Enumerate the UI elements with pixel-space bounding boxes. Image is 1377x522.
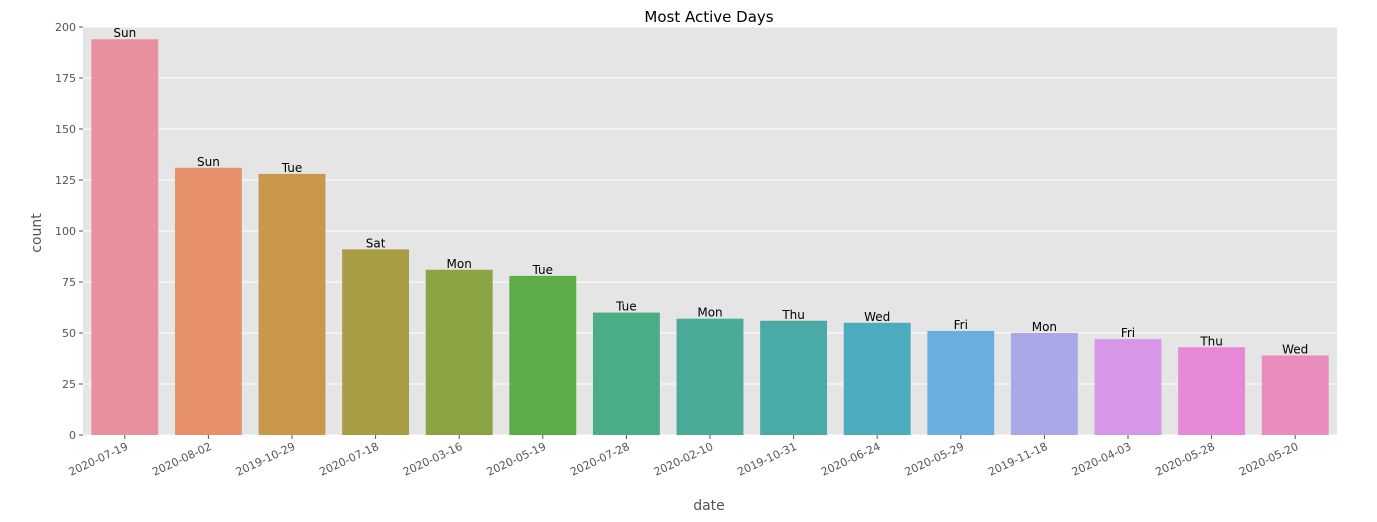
bar-label-2020-05-29: Fri bbox=[954, 318, 968, 332]
y-tick-label-4: 100 bbox=[55, 225, 76, 238]
x-tick-label-2020-02-10: 2020-02-10 bbox=[652, 440, 715, 479]
bar-2020-08-02 bbox=[174, 167, 242, 435]
y-tick-label-1: 25 bbox=[62, 378, 76, 391]
y-tick-label-5: 125 bbox=[55, 174, 76, 187]
bar-label-2020-04-03: Fri bbox=[1121, 326, 1135, 340]
x-tick-label-2020-05-28: 2020-05-28 bbox=[1153, 440, 1216, 479]
bar-2020-07-28 bbox=[592, 312, 660, 435]
bar-2020-06-24 bbox=[843, 322, 911, 435]
bar-labels: Sun Sun Tue Sat Mon Tue Tue Mon Thu Wed Fri Mon Fri T… bbox=[113, 26, 1308, 356]
y-tick-label-2: 50 bbox=[62, 327, 76, 340]
bar-label-2020-06-24: Wed bbox=[864, 310, 890, 324]
bar-2020-05-19 bbox=[509, 275, 577, 435]
x-tick-label-2020-08-02: 2020-08-02 bbox=[150, 440, 213, 479]
bar-label-2020-07-28: Tue bbox=[615, 300, 637, 314]
bar-2020-03-16 bbox=[425, 269, 493, 435]
x-tick-label-2020-03-16: 2020-03-16 bbox=[401, 440, 464, 479]
bar-2020-05-28 bbox=[1178, 347, 1246, 435]
bar-2019-10-29 bbox=[258, 173, 326, 435]
bar-2019-11-18 bbox=[1010, 333, 1078, 435]
bar-label-2020-05-20: Wed bbox=[1282, 342, 1308, 356]
bar-2020-05-20 bbox=[1261, 355, 1329, 435]
bar-2020-07-19 bbox=[91, 39, 159, 436]
bar-label-2019-10-29: Tue bbox=[281, 161, 303, 175]
x-tick-label-2020-04-03: 2020-04-03 bbox=[1070, 440, 1133, 479]
chart-title: Most Active Days bbox=[644, 8, 773, 26]
y-axis-ticks: 0 25 50 75 100 125 150 175 200 bbox=[55, 21, 83, 442]
bar-label-2020-08-02: Sun bbox=[197, 155, 220, 169]
bar-2019-10-31 bbox=[760, 320, 828, 435]
x-tick-label-2020-07-19: 2020-07-19 bbox=[67, 440, 130, 479]
bar-label-2020-07-18: Sat bbox=[366, 236, 386, 250]
bar-label-2019-10-31: Thu bbox=[781, 308, 805, 322]
y-tick-label-0: 0 bbox=[69, 429, 76, 442]
x-axis-label: date bbox=[693, 498, 725, 514]
y-tick-label-6: 150 bbox=[55, 123, 76, 136]
bar-label-2020-05-28: Thu bbox=[1199, 334, 1223, 348]
bar-label-2020-02-10: Mon bbox=[697, 306, 722, 320]
bar-2020-07-18 bbox=[342, 249, 410, 435]
bar-label-2020-03-16: Mon bbox=[447, 257, 472, 271]
y-tick-label-3: 75 bbox=[62, 276, 76, 289]
bar-2020-04-03 bbox=[1094, 339, 1162, 435]
x-tick-label-2020-07-28: 2020-07-28 bbox=[568, 440, 631, 479]
bar-label-2020-07-19: Sun bbox=[113, 26, 136, 40]
x-tick-label-2020-07-18: 2020-07-18 bbox=[317, 440, 380, 479]
x-tick-label-2019-10-29: 2019-10-29 bbox=[234, 440, 297, 479]
x-tick-label-2019-11-18: 2019-11-18 bbox=[986, 440, 1049, 479]
x-tick-label-2020-06-24: 2020-06-24 bbox=[819, 440, 882, 479]
bar-2020-05-29 bbox=[927, 330, 995, 435]
bar-label-2019-11-18: Mon bbox=[1032, 320, 1057, 334]
bar-label-2020-05-19: Tue bbox=[532, 263, 554, 277]
x-tick-label-2020-05-29: 2020-05-29 bbox=[903, 440, 966, 479]
y-tick-label-8: 200 bbox=[55, 21, 76, 34]
y-axis-label: count bbox=[29, 213, 45, 253]
y-tick-label-7: 175 bbox=[55, 72, 76, 85]
bars bbox=[91, 39, 1329, 436]
x-tick-label-2020-05-20: 2020-05-20 bbox=[1237, 440, 1300, 479]
x-axis-ticks: 2020-07-19 2020-08-02 2019-10-29 2020-07-18… bbox=[67, 435, 1300, 479]
x-tick-label-2019-10-31: 2019-10-31 bbox=[735, 440, 798, 479]
x-tick-label-2020-05-19: 2020-05-19 bbox=[485, 440, 548, 479]
bar-2020-02-10 bbox=[676, 318, 744, 435]
